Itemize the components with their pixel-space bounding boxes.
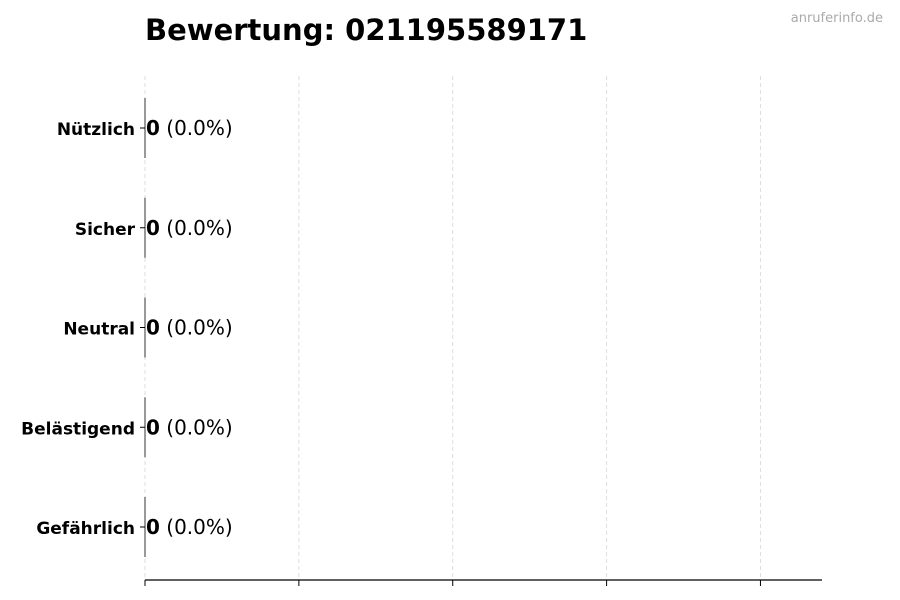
data-label-count: 0 bbox=[146, 216, 160, 240]
y-tick-label: Gefährlich bbox=[36, 519, 135, 539]
chart-title: Bewertung: 021195589171 bbox=[145, 13, 587, 47]
y-tick-label: Sicher bbox=[75, 220, 136, 240]
data-label-count: 0 bbox=[146, 116, 160, 140]
data-label-percent: (0.0%) bbox=[160, 515, 233, 539]
data-label-count: 0 bbox=[146, 316, 160, 340]
y-tick-label: Neutral bbox=[63, 320, 135, 340]
watermark: anruferinfo.de bbox=[791, 11, 883, 26]
data-label: 0 (0.0%) bbox=[146, 116, 233, 140]
bars: 0 (0.0%)0 (0.0%)0 (0.0%)0 (0.0%)0 (0.0%) bbox=[144, 98, 233, 557]
data-label-count: 0 bbox=[146, 415, 160, 439]
data-label: 0 (0.0%) bbox=[146, 316, 233, 340]
gridlines bbox=[144, 76, 761, 580]
data-label: 0 (0.0%) bbox=[146, 216, 233, 240]
y-tick-label: Belästigend bbox=[21, 419, 135, 439]
data-label-percent: (0.0%) bbox=[160, 116, 233, 140]
data-label-percent: (0.0%) bbox=[160, 216, 233, 240]
data-label-count: 0 bbox=[146, 515, 160, 539]
y-tick-label: Nützlich bbox=[57, 120, 135, 140]
data-label: 0 (0.0%) bbox=[146, 515, 233, 539]
data-label: 0 (0.0%) bbox=[146, 415, 233, 439]
data-label-percent: (0.0%) bbox=[160, 415, 233, 439]
data-label-percent: (0.0%) bbox=[160, 316, 233, 340]
axes: Nützlich Sicher Neutral Belästigend Gefährli… bbox=[21, 120, 822, 586]
